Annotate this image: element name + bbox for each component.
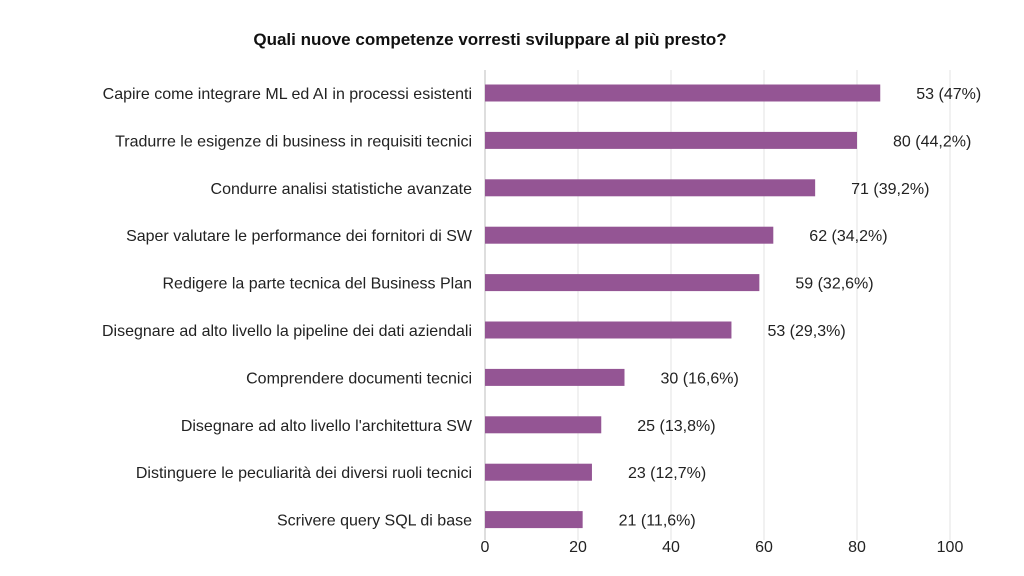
labels: Capire come integrare ML ed AI in proces… xyxy=(102,86,981,530)
category-label: Capire come integrare ML ed AI in proces… xyxy=(103,86,472,103)
bar xyxy=(485,368,625,386)
bar xyxy=(485,179,816,197)
data-label: 53 (47%) xyxy=(916,86,981,103)
data-label: 30 (16,6%) xyxy=(661,370,739,387)
x-axis-ticks: 0 20 40 60 80 100 xyxy=(481,539,964,556)
bar xyxy=(485,416,602,434)
bar xyxy=(485,226,774,244)
data-label: 53 (29,3%) xyxy=(767,323,845,340)
category-label: Disegnare ad alto livello l'architettura… xyxy=(181,418,473,435)
x-tick-label: 0 xyxy=(481,539,490,556)
category-label: Condurre analisi statistiche avanzate xyxy=(211,181,473,198)
bar xyxy=(485,274,760,292)
x-tick-label: 60 xyxy=(755,539,773,556)
data-label: 23 (12,7%) xyxy=(628,465,706,482)
x-tick-label: 80 xyxy=(848,539,866,556)
data-label: 21 (11,6%) xyxy=(619,513,696,530)
data-label: 62 (34,2%) xyxy=(809,228,887,245)
data-label: 59 (32,6%) xyxy=(795,276,873,293)
bar xyxy=(485,321,732,339)
data-label: 80 (44,2%) xyxy=(893,133,971,150)
bar xyxy=(485,131,857,149)
category-label: Distinguere le peculiarità dei diversi r… xyxy=(136,465,472,482)
data-label: 71 (39,2%) xyxy=(851,181,929,198)
bars xyxy=(485,84,881,529)
bar xyxy=(485,463,592,481)
category-label: Saper valutare le performance dei fornit… xyxy=(126,228,473,245)
x-tick-label: 20 xyxy=(569,539,587,556)
category-label: Disegnare ad alto livello la pipeline de… xyxy=(102,323,472,340)
data-label: 25 (13,8%) xyxy=(637,418,715,435)
category-label: Tradurre le esigenze di business in requ… xyxy=(115,133,472,150)
x-tick-label: 40 xyxy=(662,539,680,556)
bar xyxy=(485,511,583,529)
grid-lines xyxy=(484,70,951,540)
category-label: Redigere la parte tecnica del Business P… xyxy=(162,276,472,293)
chart-title: Quali nuove competenze vorresti sviluppa… xyxy=(253,30,727,49)
category-label: Comprendere documenti tecnici xyxy=(246,370,472,387)
category-label: Scrivere query SQL di base xyxy=(277,513,472,530)
bar xyxy=(485,84,881,102)
x-tick-label: 100 xyxy=(937,539,964,556)
